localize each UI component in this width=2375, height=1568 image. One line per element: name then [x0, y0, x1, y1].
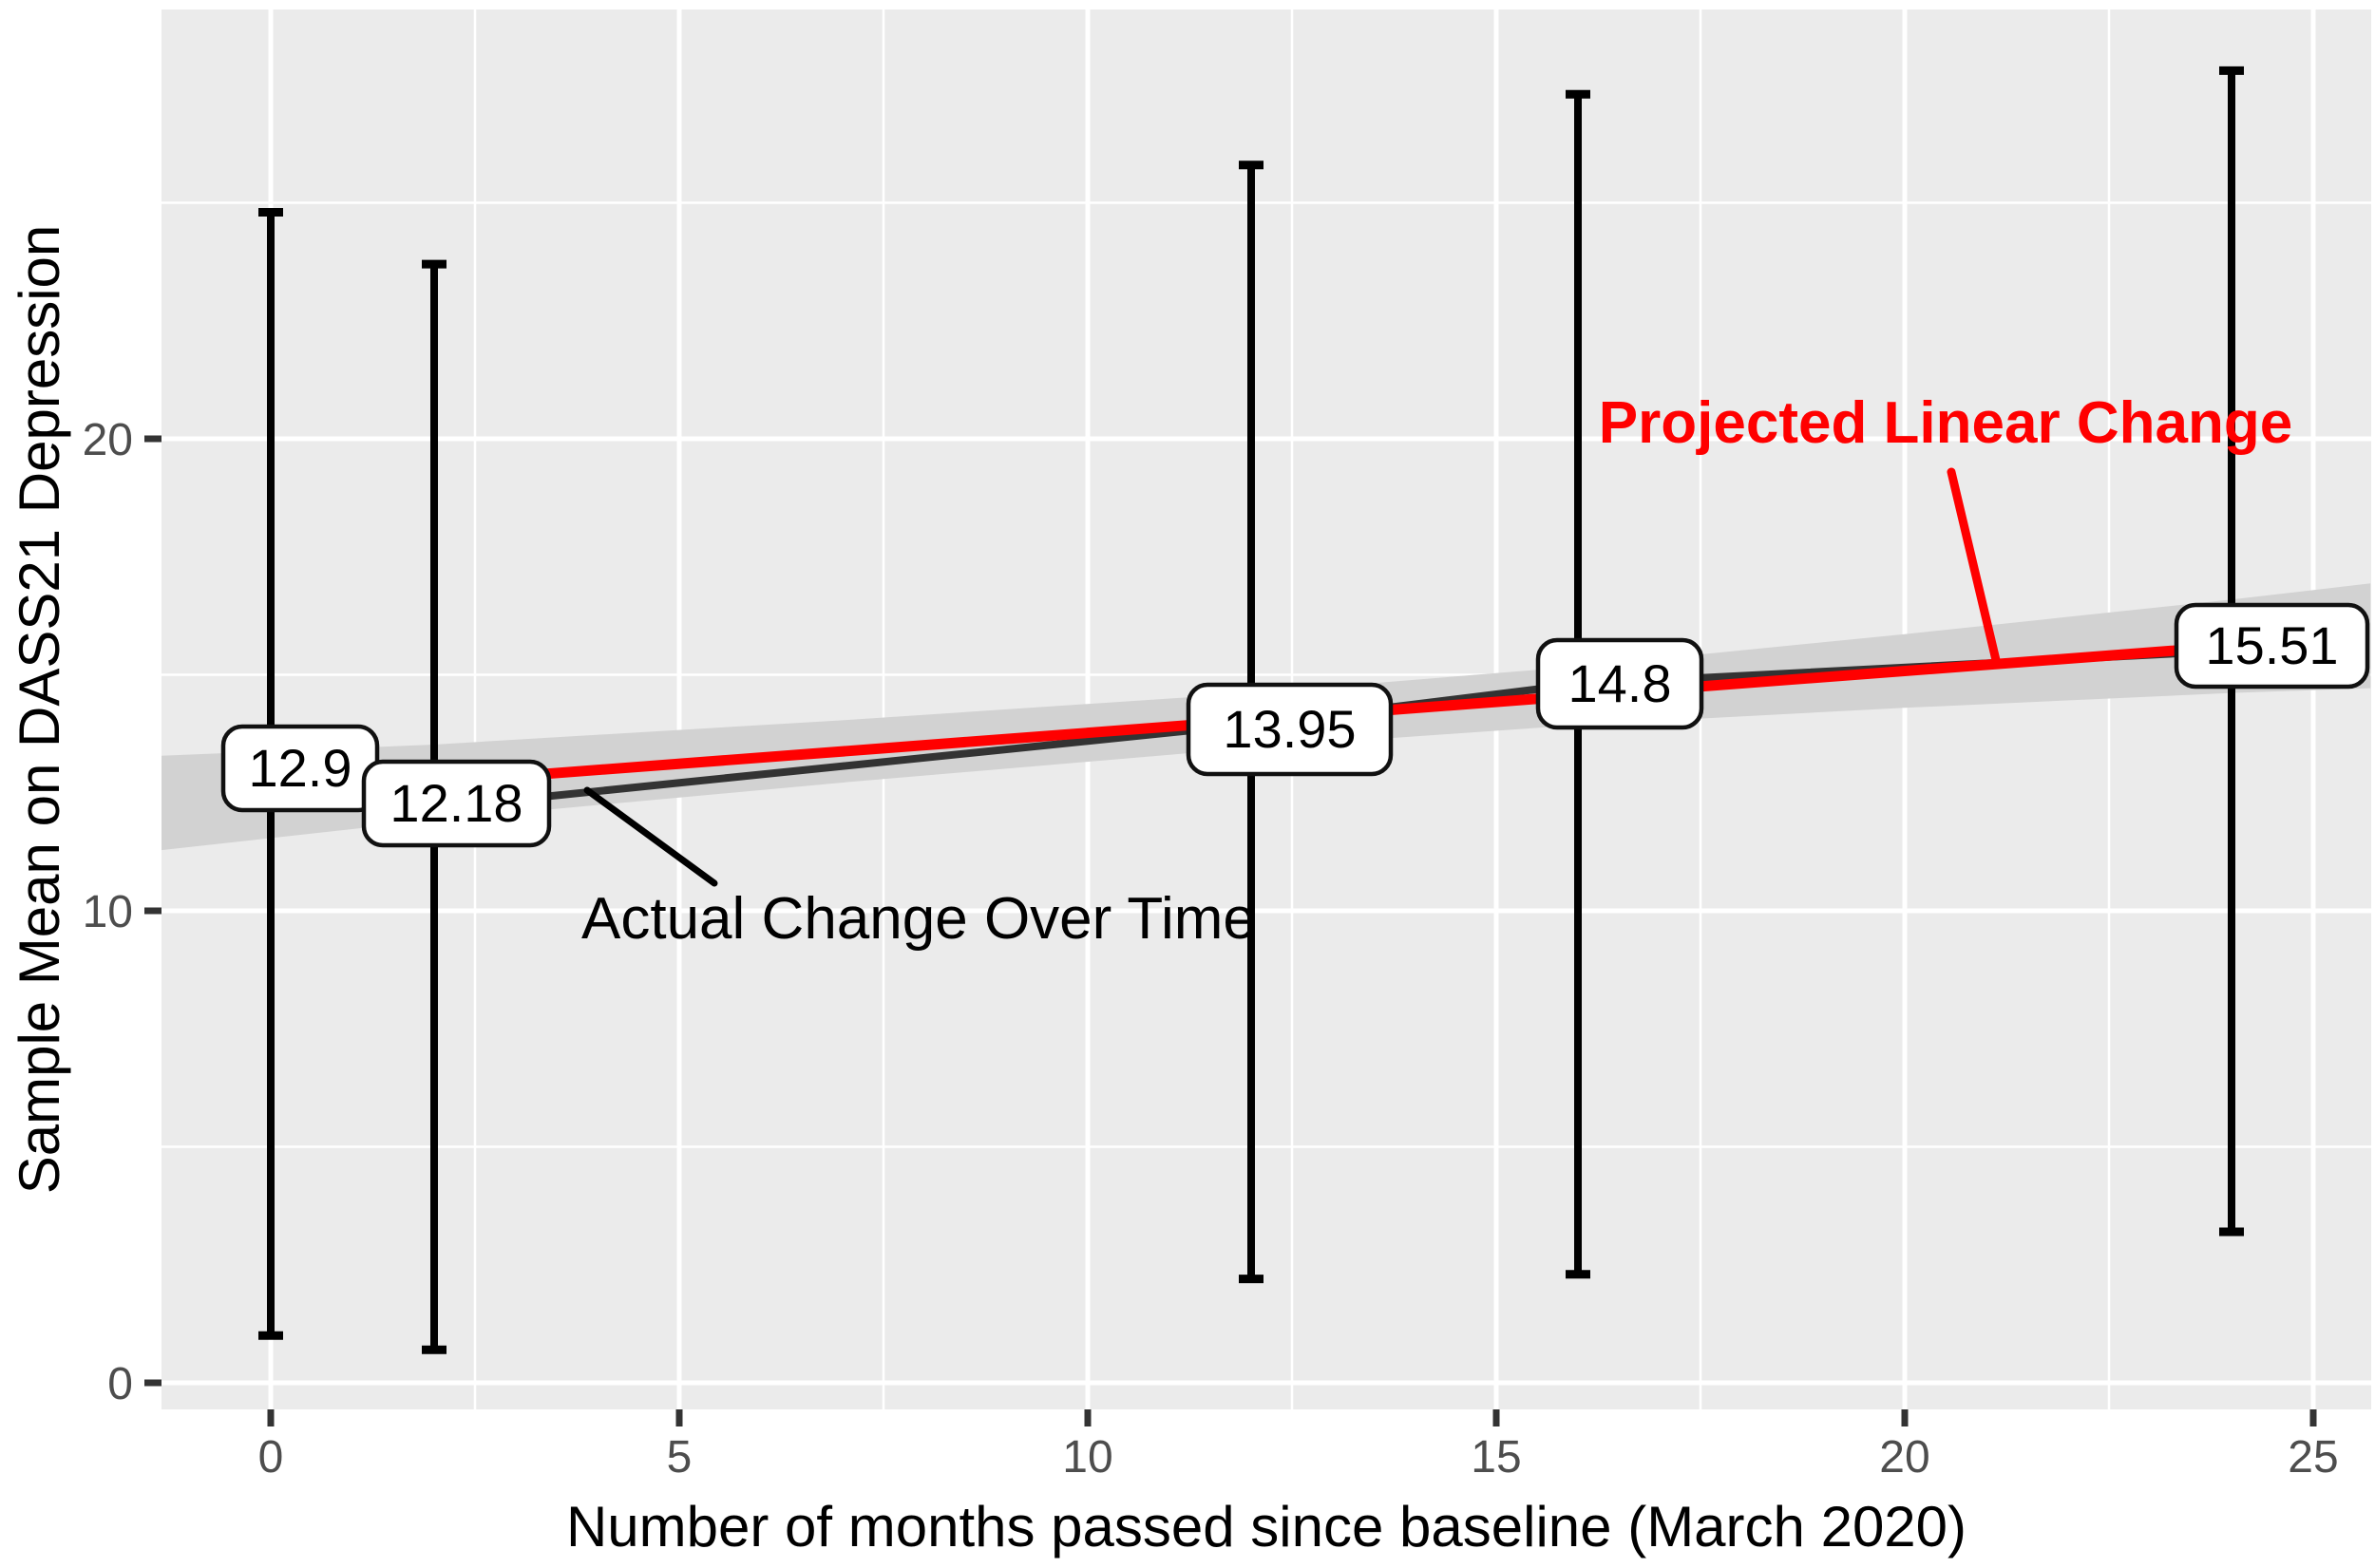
value-label: 13.95: [1186, 682, 1394, 777]
x-tick-label: 0: [258, 1432, 284, 1483]
value-label-box: [1186, 682, 1394, 777]
value-label-text: 12.18: [390, 773, 522, 833]
x-tick-label: 25: [2288, 1432, 2338, 1483]
value-label: 12.18: [361, 759, 552, 848]
value-label: 12.9: [220, 724, 380, 813]
value-label-text: 13.95: [1223, 699, 1356, 759]
axis-tick-labels: 0 10 20 0 5 10 15 20 25: [83, 415, 2339, 1483]
value-label-text: 12.9: [249, 738, 352, 798]
actual-change-annotation: Actual Change Over Time: [581, 886, 1256, 952]
actual-annotation-leader: [583, 786, 718, 887]
x-axis-title: Number of months passed since baseline (…: [566, 1495, 1966, 1559]
x-tick-label: 15: [1471, 1432, 1521, 1483]
projected-linear-change-annotation: Projected Linear Change: [1599, 390, 2292, 456]
y-tick-label: 0: [107, 1359, 133, 1409]
value-label-box: [2174, 602, 2370, 690]
x-tick-label: 5: [667, 1432, 693, 1483]
value-label: 15.51: [2174, 602, 2370, 690]
projected-annotation-leader: [1947, 467, 2001, 665]
value-label-box: [1535, 637, 1704, 730]
axis-ticks: [144, 435, 2317, 1426]
value-label-text: 14.8: [1568, 653, 1672, 713]
y-tick-label: 10: [83, 887, 133, 937]
y-tick-label: 20: [83, 415, 133, 465]
x-tick-label: 10: [1062, 1432, 1112, 1483]
y-axis-title: Sample Mean on DASS21 Depression: [8, 225, 71, 1195]
value-label: 14.8: [1535, 637, 1704, 730]
value-label-text: 15.51: [2205, 615, 2338, 675]
value-label-box: [361, 759, 552, 848]
annotation-leader-lines: [583, 467, 2001, 887]
value-label-boxes: 12.9 12.18 13.95 14.8 15.51: [220, 602, 2370, 848]
x-tick-label: 20: [1879, 1432, 1929, 1483]
